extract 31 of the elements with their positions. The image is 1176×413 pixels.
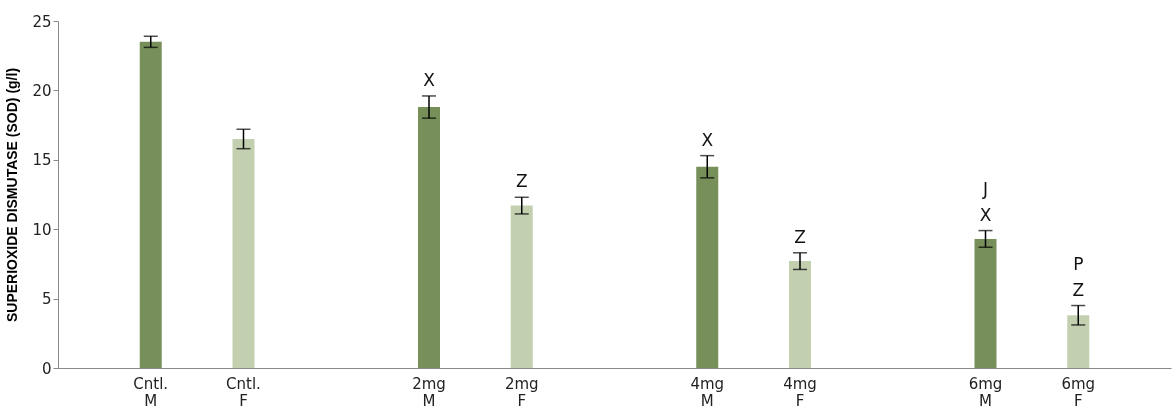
annotation: X <box>423 69 436 90</box>
bar <box>1067 315 1090 368</box>
y-tick-label: 10 <box>32 220 52 239</box>
annotation: J <box>981 178 989 199</box>
x-tick-label: 6mg M <box>968 374 1003 410</box>
annotation: X <box>979 204 992 225</box>
annotation: Z <box>794 226 806 247</box>
x-tick-label: Cntl. F <box>226 374 261 410</box>
y-tick-label: 0 <box>41 359 52 378</box>
y-tick-label: 15 <box>32 151 52 170</box>
annotation: Z <box>515 171 528 192</box>
y-tick-label: 5 <box>41 290 52 309</box>
y-tick-label: 20 <box>32 81 52 100</box>
bar <box>696 166 719 368</box>
bar <box>974 238 997 368</box>
x-tick-label: 6mg F <box>1061 374 1096 410</box>
bar <box>789 261 811 368</box>
bar <box>418 107 440 368</box>
bar <box>510 205 533 368</box>
x-tick-label: Cntl. M <box>133 374 169 410</box>
x-tick-label: 2mg M <box>412 374 446 410</box>
bar <box>232 138 255 368</box>
bar <box>139 41 162 368</box>
x-tick-label: 4mg F <box>783 374 817 410</box>
x-tick-label: 4mg M <box>690 374 725 410</box>
annotation: Z <box>1072 279 1085 300</box>
y-axis-title: SUPERIOXIDE DISMUTASE (SOD) (g/l) <box>4 67 21 323</box>
annotation: P <box>1073 253 1084 274</box>
x-tick-label: 2mg F <box>504 374 539 410</box>
y-tick-label: 25 <box>32 12 52 31</box>
annotation: X <box>701 129 714 150</box>
